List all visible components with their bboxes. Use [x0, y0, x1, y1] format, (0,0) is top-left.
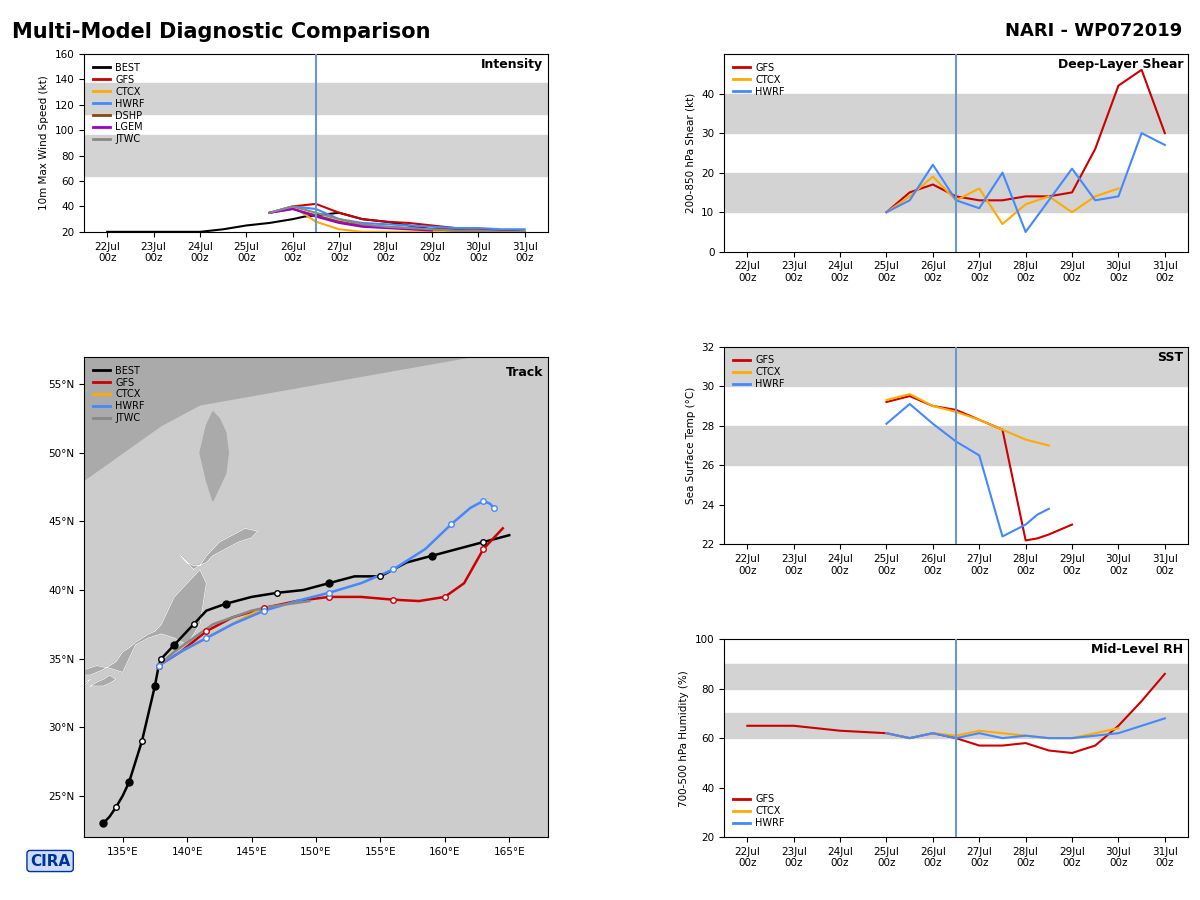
Polygon shape	[7, 610, 59, 672]
Polygon shape	[90, 675, 116, 686]
Text: NARI - WP072019: NARI - WP072019	[1004, 22, 1182, 40]
Text: Track: Track	[505, 366, 544, 380]
Text: Deep-Layer Shear: Deep-Layer Shear	[1058, 58, 1183, 71]
Text: Mid-Level RH: Mid-Level RH	[1091, 644, 1183, 656]
Text: CIRA: CIRA	[30, 853, 71, 868]
Bar	[724, 714, 1188, 738]
Polygon shape	[84, 357, 548, 481]
Polygon shape	[59, 570, 206, 680]
Y-axis label: 200-850 hPa Shear (kt): 200-850 hPa Shear (kt)	[685, 93, 696, 213]
Legend: GFS, CTCX, HWRF: GFS, CTCX, HWRF	[728, 58, 788, 101]
Polygon shape	[200, 411, 228, 501]
Text: Multi-Model Diagnostic Comparison: Multi-Model Diagnostic Comparison	[12, 22, 431, 42]
Legend: BEST, GFS, CTCX, HWRF, DSHP, LGEM, JTWC: BEST, GFS, CTCX, HWRF, DSHP, LGEM, JTWC	[89, 58, 149, 148]
Bar	[84, 135, 548, 176]
Bar	[724, 173, 1188, 212]
Legend: BEST, GFS, CTCX, HWRF, JTWC: BEST, GFS, CTCX, HWRF, JTWC	[89, 362, 149, 428]
Bar	[84, 83, 548, 113]
Bar	[724, 426, 1188, 465]
Y-axis label: 10m Max Wind Speed (kt): 10m Max Wind Speed (kt)	[38, 76, 49, 211]
Legend: GFS, CTCX, HWRF: GFS, CTCX, HWRF	[728, 790, 788, 833]
Bar	[724, 94, 1188, 133]
Bar	[724, 346, 1188, 386]
Y-axis label: 700-500 hPa Humidity (%): 700-500 hPa Humidity (%)	[679, 670, 689, 806]
Polygon shape	[59, 680, 90, 714]
Legend: GFS, CTCX, HWRF: GFS, CTCX, HWRF	[728, 352, 788, 393]
Text: SST: SST	[1157, 351, 1183, 364]
Polygon shape	[181, 528, 258, 570]
Text: Intensity: Intensity	[481, 58, 544, 70]
Bar	[724, 664, 1188, 689]
Y-axis label: Sea Surface Temp (°C): Sea Surface Temp (°C)	[685, 387, 696, 504]
